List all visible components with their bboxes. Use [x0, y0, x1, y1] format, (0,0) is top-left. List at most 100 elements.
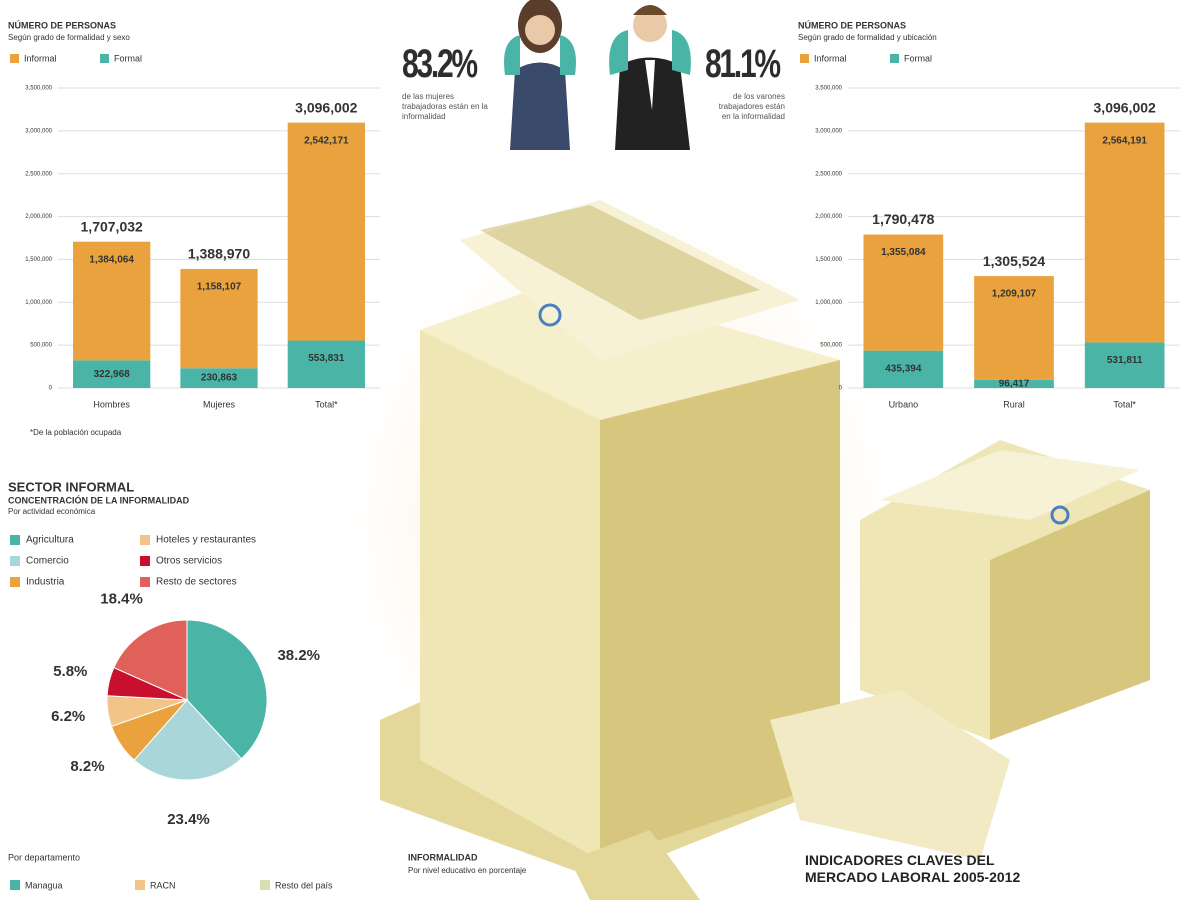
- value-label: 1,384,064: [89, 254, 134, 265]
- total-label: 1,388,970: [188, 246, 250, 262]
- x-tick-label: Mujeres: [203, 399, 236, 409]
- y-tick-label: 500,000: [30, 343, 52, 349]
- legend-swatch: [140, 535, 150, 545]
- bar-segment: [1084, 342, 1165, 388]
- callout-value: 81.1%: [705, 42, 781, 86]
- legend-label: Resto del país: [275, 880, 333, 890]
- legend-label: Otros servicios: [156, 556, 222, 567]
- legend-label: Managua: [25, 880, 63, 890]
- chart-title: NÚMERO DE PERSONAS: [798, 19, 906, 30]
- y-tick-label: 3,500,000: [815, 86, 842, 92]
- x-tick-label: Total*: [315, 399, 338, 409]
- chart-subtitle: Según grado de formalidad y sexo: [8, 33, 130, 42]
- legend-label: RACN: [150, 880, 176, 890]
- legend-swatch: [140, 556, 150, 566]
- x-tick-label: Urbano: [889, 399, 919, 409]
- chart-note: Por actividad económica: [8, 507, 96, 516]
- pie-slice: [113, 619, 188, 701]
- legend-label: Agricultura: [26, 535, 74, 546]
- education-title: INFORMALIDAD: [408, 852, 478, 862]
- legend-label: Industria: [26, 577, 65, 588]
- legend-swatch: [10, 577, 20, 587]
- y-tick-label: 1,000,000: [25, 300, 52, 306]
- y-tick-label: 2,500,000: [25, 171, 52, 177]
- callout-text: de las mujeres trabajadoras están en la …: [402, 92, 488, 121]
- legend-swatch: [140, 577, 150, 587]
- legend-label: Informal: [814, 53, 847, 63]
- value-label: 322,968: [94, 369, 131, 380]
- value-label: 6.2%: [51, 708, 85, 725]
- x-tick-label: Rural: [1003, 399, 1025, 409]
- bar-segment: [974, 379, 1054, 388]
- value-label: 5.8%: [53, 663, 87, 680]
- legend-label: Formal: [904, 53, 932, 63]
- chart-title: NÚMERO DE PERSONAS: [8, 19, 116, 30]
- legend-swatch: [135, 880, 145, 890]
- department-title: Por departamento: [8, 852, 80, 862]
- total-label: 1,707,032: [81, 218, 143, 234]
- value-label: 96,417: [999, 379, 1030, 390]
- chart-title: SECTOR INFORMAL: [8, 479, 134, 494]
- y-tick-label: 1,500,000: [815, 257, 842, 263]
- legend-swatch: [260, 880, 270, 890]
- legend-swatch: [890, 54, 899, 63]
- value-label: 2,542,171: [304, 135, 349, 146]
- value-label: 435,394: [885, 363, 922, 374]
- education-subtitle: Por nivel educativo en porcentaje: [408, 866, 527, 875]
- legend-label: Formal: [114, 53, 142, 63]
- bar-segment: [863, 234, 944, 351]
- chart-subtitle: CONCENTRACIÓN DE LA INFORMALIDAD: [8, 494, 190, 505]
- legend-swatch: [10, 535, 20, 545]
- y-tick-label: 2,000,000: [25, 214, 52, 220]
- value-label: 1,355,084: [881, 247, 926, 258]
- indicators-title: INDICADORES CLAVES DEL MERCADO LABORAL 2…: [805, 852, 1021, 885]
- callout-value: 83.2%: [402, 42, 478, 86]
- value-label: 18.4%: [100, 590, 143, 607]
- callout-text: de los varones trabajadores están en la …: [718, 92, 785, 121]
- legend-swatch: [800, 54, 809, 63]
- bar-segment: [180, 268, 258, 369]
- legend-swatch: [10, 880, 20, 890]
- y-tick-label: 2,500,000: [815, 171, 842, 177]
- total-label: 3,096,002: [295, 99, 357, 115]
- value-label: 1,158,107: [197, 282, 242, 293]
- legend-label: Informal: [24, 53, 57, 63]
- x-tick-label: Total*: [1113, 399, 1136, 409]
- y-tick-label: 0: [49, 386, 53, 392]
- illustration: [320, 0, 1150, 900]
- legend-swatch: [100, 54, 109, 63]
- bar-segment: [180, 368, 258, 388]
- bar-segment: [73, 360, 151, 388]
- bar-segment: [974, 276, 1054, 380]
- bar-segment: [1084, 122, 1165, 343]
- y-tick-label: 3,000,000: [815, 128, 842, 134]
- legend-swatch: [10, 556, 20, 566]
- total-label: 1,790,478: [872, 211, 934, 227]
- value-label: 8.2%: [70, 758, 104, 775]
- y-tick-label: 3,000,000: [25, 128, 52, 134]
- bar-segment: [73, 241, 151, 361]
- y-tick-label: 1,500,000: [25, 257, 52, 263]
- total-label: 3,096,002: [1094, 99, 1156, 115]
- bar-segment: [287, 340, 365, 388]
- value-label: 38.2%: [277, 647, 320, 664]
- value-label: 230,863: [201, 373, 238, 384]
- legend-label: Resto de sectores: [156, 577, 237, 588]
- y-tick-label: 0: [839, 386, 843, 392]
- legend-label: Hoteles y restaurantes: [156, 535, 256, 546]
- y-tick-label: 1,000,000: [815, 300, 842, 306]
- chart-subtitle: Según grado de formalidad y ubicación: [798, 33, 937, 42]
- total-label: 1,305,524: [983, 253, 1045, 269]
- value-label: 1,209,107: [992, 289, 1037, 300]
- value-label: 2,564,191: [1102, 135, 1147, 146]
- value-label: 553,831: [308, 353, 345, 364]
- legend-swatch: [10, 54, 19, 63]
- bar-segment: [287, 122, 365, 341]
- pie-slice: [186, 619, 268, 760]
- y-tick-label: 3,500,000: [25, 86, 52, 92]
- legend-label: Comercio: [26, 556, 69, 567]
- footnote: *De la población ocupada: [30, 428, 122, 437]
- x-tick-label: Hombres: [93, 399, 130, 409]
